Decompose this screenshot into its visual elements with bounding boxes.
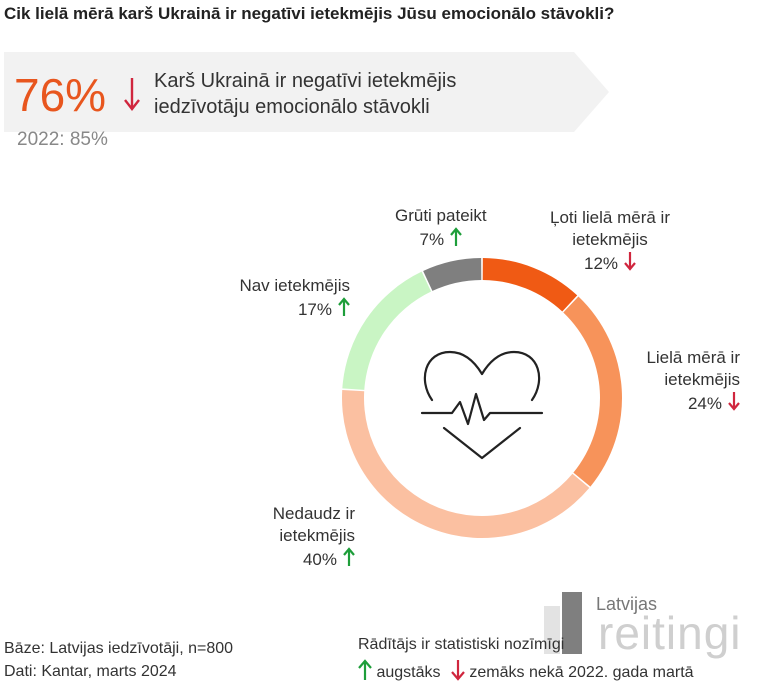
- label-nav-name: Nav ietekmējis: [239, 276, 350, 295]
- chart-title: Cik lielā mērā karš Ukrainā ir negatīvi …: [4, 4, 615, 23]
- label-nav: Nav ietekmējis 17%: [210, 275, 350, 321]
- arrow-down-icon: [624, 252, 636, 271]
- legend-up-label: augstāks: [376, 664, 441, 681]
- label-nedaudz-name-2: ietekmējis: [279, 526, 355, 545]
- arrow-up-icon: [358, 659, 372, 680]
- arrow-up-icon: [343, 547, 355, 566]
- label-loti: Ļoti lielā mērā ir ietekmējis 12%: [520, 207, 700, 275]
- summary-text: Karš Ukrainā ir negatīvi ietekmējis iedz…: [154, 68, 456, 120]
- arrow-up-icon: [338, 297, 350, 316]
- summary-text-line1: Karš Ukrainā ir negatīvi ietekmējis: [154, 70, 457, 92]
- label-gruti-pct: 7%: [419, 230, 445, 249]
- label-liela-name-1: Lielā mērā ir: [646, 348, 740, 367]
- label-gruti: Grūti pateikt 7%: [395, 205, 487, 251]
- logo-bars-icon: [544, 592, 582, 654]
- arrow-down-icon: [728, 392, 740, 411]
- logo-top-text: Latvijas: [596, 594, 658, 614]
- summary-banner: [4, 52, 609, 132]
- label-nedaudz-pct: 40%: [302, 550, 337, 569]
- label-loti-name-1: Ļoti lielā mērā ir: [550, 208, 670, 227]
- heart-pulse-icon: [420, 350, 544, 460]
- donut-slice-2: [342, 390, 590, 538]
- legend-down-label: zemāks nekā 2022. gada martā: [469, 664, 694, 681]
- label-liela-pct: 24%: [687, 394, 722, 413]
- label-nedaudz: Nedaudz ir ietekmējis 40%: [210, 503, 355, 571]
- label-gruti-name: Grūti pateikt: [395, 206, 487, 225]
- summary-text-line2: iedzīvotāju emocionālo stāvokli: [154, 96, 430, 118]
- donut-slice-1: [563, 296, 623, 487]
- summary-previous: 2022: 85%: [17, 129, 108, 150]
- label-liela: Lielā mērā ir ietekmējis 24%: [600, 347, 740, 415]
- footer-legend: augstāks zemāks nekā 2022. gada martā: [358, 659, 694, 684]
- summary-value: 76%: [14, 69, 107, 121]
- logo-main-text: reitingi: [598, 607, 742, 659]
- footer-significance: Rādītājs ir statistiski nozīmīgi: [358, 636, 565, 653]
- footer-base: Bāze: Latvijas iedzīvotāji, n=800: [4, 640, 234, 657]
- donut-slice-0: [482, 258, 578, 312]
- footer-source: Dati: Kantar, marts 2024: [4, 663, 177, 680]
- label-liela-name-2: ietekmējis: [664, 370, 740, 389]
- arrow-up-icon: [450, 227, 462, 246]
- latvijas-reitingi-logo: Latvijas reitingi: [540, 588, 755, 659]
- label-loti-name-2: ietekmējis: [572, 230, 648, 249]
- label-nedaudz-name-1: Nedaudz ir: [272, 504, 355, 523]
- arrow-down-icon: [124, 78, 140, 111]
- donut-slice-3: [342, 271, 432, 390]
- donut-slice-4: [423, 258, 482, 291]
- banner-shape: [4, 52, 609, 132]
- arrow-down-icon: [451, 660, 465, 681]
- label-loti-pct: 12%: [583, 254, 619, 273]
- label-nav-pct: 17%: [297, 300, 332, 319]
